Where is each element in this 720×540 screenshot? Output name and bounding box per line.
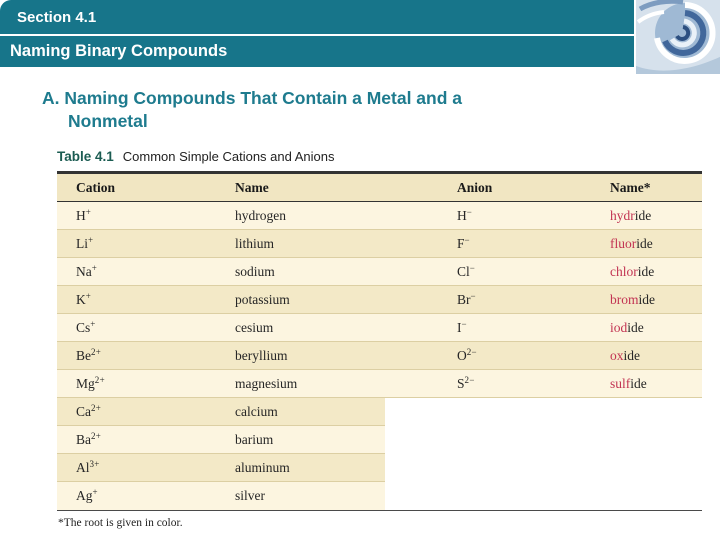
table-row: Ca2+ calcium [57, 398, 702, 426]
anion-symbol-cell: F− [455, 230, 610, 258]
section-bar: Section 4.1 [0, 0, 720, 34]
anion-symbol-cell [455, 426, 610, 454]
heading-line1: A. Naming Compounds That Contain a Metal… [42, 88, 463, 108]
column-header-spacer [385, 174, 455, 201]
anion-symbol-cell: O2− [455, 342, 610, 370]
cation-symbol-cell: Cs+ [57, 314, 235, 342]
cation-name-cell: cesium [235, 314, 385, 342]
cation-symbol-cell: Be2+ [57, 342, 235, 370]
cation-symbol-cell: Mg2+ [57, 370, 235, 398]
cation-symbol-cell: Ca2+ [57, 398, 235, 426]
spacer-cell [385, 342, 455, 370]
anion-name-cell [610, 454, 702, 482]
column-header: Anion [457, 180, 493, 195]
anion-name-cell: hydride [610, 202, 702, 230]
table-row: Al3+ aluminum [57, 454, 702, 482]
anion-symbol-cell: H− [455, 202, 610, 230]
table-row: Li+ lithium F− fluoride [57, 230, 702, 258]
spacer-cell [385, 454, 455, 482]
table-row: Be2+ beryllium O2− oxide [57, 342, 702, 370]
table-row: Cs+ cesium I− iodide [57, 314, 702, 342]
cation-symbol-cell: Ba2+ [57, 426, 235, 454]
table-caption-text: Common Simple Cations and Anions [122, 149, 335, 164]
anion-symbol-cell: S2− [455, 370, 610, 398]
cation-name-cell: aluminum [235, 454, 385, 482]
anion-symbol-cell: Br− [455, 286, 610, 314]
title-bar: Naming Binary Compounds [0, 36, 720, 67]
cation-name-cell: lithium [235, 230, 385, 258]
anion-symbol-cell: I− [455, 314, 610, 342]
table-row: Mg2+ magnesium S2− sulfide [57, 370, 702, 398]
anion-symbol-cell [455, 454, 610, 482]
anion-symbol-cell [455, 482, 610, 510]
spacer-cell [385, 230, 455, 258]
column-header: Cation [76, 180, 116, 195]
cation-name-cell: sodium [235, 258, 385, 286]
slide-heading: A. Naming Compounds That Contain a Metal… [42, 87, 720, 133]
spacer-cell [385, 482, 455, 510]
cation-name-cell: hydrogen [235, 202, 385, 230]
spacer-cell [385, 202, 455, 230]
table-row: Na+ sodium Cl− chloride [57, 258, 702, 286]
cation-symbol-cell: Li+ [57, 230, 235, 258]
anion-name-cell [610, 426, 702, 454]
anion-name-cell: sulfide [610, 370, 702, 398]
column-header: Name* [610, 180, 651, 195]
anion-name-cell: bromide [610, 286, 702, 314]
anion-symbol-cell [455, 398, 610, 426]
cation-name-cell: calcium [235, 398, 385, 426]
anion-name-cell [610, 398, 702, 426]
cation-symbol-cell: H+ [57, 202, 235, 230]
table-body: H+ hydrogen H− hydride Li+ lithium F− fluoride N… [57, 202, 702, 510]
cation-name-cell: silver [235, 482, 385, 510]
table-row: K+ potassium Br− bromide [57, 286, 702, 314]
marble-swirl-image [634, 0, 720, 76]
swirl-graphic [636, 0, 720, 74]
anion-name-cell: oxide [610, 342, 702, 370]
spacer-cell [385, 314, 455, 342]
cation-symbol-cell: Ag+ [57, 482, 235, 510]
spacer-cell [385, 426, 455, 454]
table-row: Ag+ silver [57, 482, 702, 510]
table-4-1-figure: Table 4.1 Common Simple Cations and Anion… [57, 149, 702, 529]
column-header: Name [235, 180, 269, 195]
section-label: Section 4.1 [17, 8, 97, 26]
spacer-cell [385, 286, 455, 314]
table-row: Ba2+ barium [57, 426, 702, 454]
slide-title: Naming Binary Compounds [10, 42, 228, 60]
cation-name-cell: barium [235, 426, 385, 454]
cation-anion-table: Cation Name Anion Name* H+ hydrogen H− hydride… [57, 171, 702, 511]
cation-name-cell: potassium [235, 286, 385, 314]
anion-name-cell: iodide [610, 314, 702, 342]
anion-symbol-cell: Cl− [455, 258, 610, 286]
table-caption-label: Table 4.1 [57, 149, 114, 164]
anion-name-cell: chloride [610, 258, 702, 286]
cation-name-cell: magnesium [235, 370, 385, 398]
anion-name-cell [610, 482, 702, 510]
cation-symbol-cell: K+ [57, 286, 235, 314]
spacer-cell [385, 258, 455, 286]
cation-symbol-cell: Al3+ [57, 454, 235, 482]
cation-symbol-cell: Na+ [57, 258, 235, 286]
bar-divider [0, 34, 720, 36]
table-row: H+ hydrogen H− hydride [57, 202, 702, 230]
table-footnote: *The root is given in color. [58, 517, 183, 529]
anion-name-cell: fluoride [610, 230, 702, 258]
table-caption: Table 4.1 Common Simple Cations and Anion… [57, 149, 702, 164]
heading-line2: Nonmetal [68, 111, 148, 132]
cation-name-cell: beryllium [235, 342, 385, 370]
spacer-cell [385, 398, 455, 426]
table-header-row: Cation Name Anion Name* [57, 171, 702, 202]
spacer-cell [385, 370, 455, 398]
